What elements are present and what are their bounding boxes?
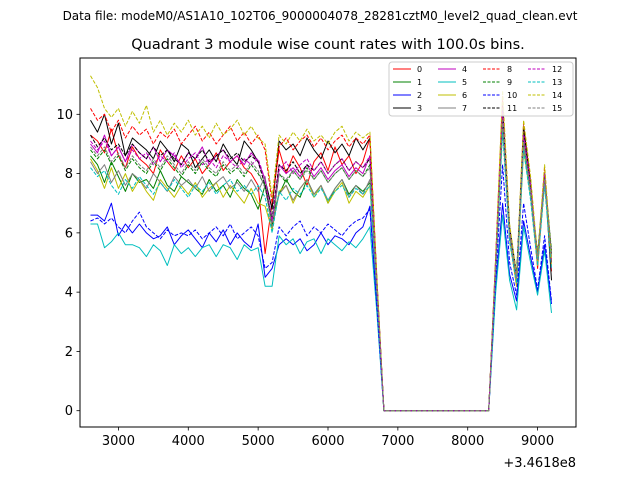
y-tick-label: 0 [65, 404, 73, 419]
x-tick-label: 5000 [242, 434, 275, 449]
legend-label-0: 0 [417, 65, 422, 74]
x-tick-label: 8000 [451, 434, 484, 449]
x-tick-label: 6000 [311, 434, 344, 449]
plot-area [80, 58, 576, 427]
series-line-11 [90, 107, 552, 412]
series-line-12 [90, 107, 552, 412]
legend-label-5: 5 [462, 78, 467, 87]
legend-label-15: 15 [552, 104, 562, 113]
legend-label-10: 10 [507, 91, 517, 100]
legend-label-6: 6 [462, 91, 467, 100]
legend-frame [388, 61, 574, 117]
legend-label-2: 2 [417, 91, 422, 100]
chart-title: Quadrant 3 module wise count rates with … [131, 37, 525, 53]
x-tick-label: 7000 [381, 434, 414, 449]
legend-label-4: 4 [462, 65, 467, 74]
series-layer [90, 75, 552, 412]
legend-label-8: 8 [507, 65, 512, 74]
y-tick-label: 4 [65, 286, 73, 301]
y-tick-label: 6 [65, 226, 73, 241]
series-line-15 [90, 119, 552, 412]
x-tick-label: 3000 [102, 434, 135, 449]
legend-label-14: 14 [552, 91, 562, 100]
x-tick-label: 4000 [172, 434, 205, 449]
legend-label-12: 12 [552, 65, 562, 74]
x-offset-label: +3.4618e8 [503, 456, 576, 471]
series-line-13 [90, 131, 552, 412]
y-tick-label: 10 [56, 108, 73, 123]
legend-label-11: 11 [507, 104, 517, 113]
x-tick-label: 9000 [521, 434, 554, 449]
legend-label-9: 9 [507, 78, 512, 87]
legend-label-13: 13 [552, 78, 562, 87]
legend-label-3: 3 [417, 104, 422, 113]
chart-suptitle: Data file: modeM0/AS1A10_102T06_90000040… [63, 9, 578, 23]
legend-label-7: 7 [462, 104, 467, 113]
y-tick-label: 2 [65, 345, 73, 360]
legend-label-1: 1 [417, 78, 422, 87]
y-tick-label: 8 [65, 167, 73, 182]
ticks-layer: 3000 4000 5000 6000 7000 8000 9000 0 2 4 6 8 10 [56, 108, 554, 449]
